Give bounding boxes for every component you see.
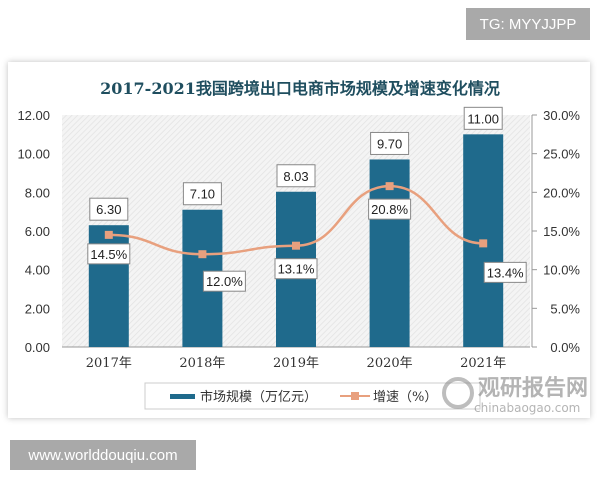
legend: 市场规模（万亿元） 增速（%） [144,382,481,410]
line-label-box [483,261,527,283]
left-tick-label: 10.00 [17,147,50,162]
bar-label-box [89,197,129,221]
bar-label-box [370,131,410,155]
bar-label-box [182,182,222,206]
line-point [385,182,394,191]
left-tick-label: 0.00 [25,340,50,355]
bar [369,159,410,347]
legend-bar-label: 市场规模（万亿元） [200,389,317,405]
bar-data-label: 9.70 [377,136,402,151]
x-tick-label: 2020年 [367,356,413,371]
right-tick-label: 25.0% [543,147,580,162]
left-tick-label: 6.00 [25,224,50,239]
line-label-box [202,270,246,292]
line-label-box [368,198,412,220]
bar-data-label: 11.00 [467,111,499,126]
watermark-logo: 观研报告网 chinabaogao.com [442,376,588,415]
right-tick-label: 0.0% [550,340,580,355]
right-tick-label: 15.0% [543,224,580,239]
bar-label-box [463,106,503,130]
legend-line-label: 增速（%） [373,390,437,405]
left-tick-label: 2.00 [25,301,50,316]
line-data-label: 20.8% [371,202,408,217]
line-data-label: 13.4% [487,265,524,280]
x-tick-label: 2018年 [179,356,225,371]
legend-bar-swatch [170,394,195,399]
chart-title: 2017-2021我国跨境出口电商市场规模及增速变化情况 [100,79,500,98]
line-point [104,230,113,239]
bar-data-label: 6.30 [96,202,121,217]
bar-data-label: 7.10 [190,187,215,202]
line-point [479,239,488,248]
line-data-label: 14.5% [90,247,127,262]
right-tick-label: 5.0% [550,301,580,316]
bar-data-label: 8.03 [283,169,308,184]
line-data-label: 13.1% [278,262,315,277]
line-point [198,250,207,259]
line-label-box [87,243,131,265]
line-data-label: 12.0% [206,274,243,289]
right-tick-label: 10.0% [543,263,580,278]
svg-text:观研报告网: 观研报告网 [478,376,588,401]
x-tick-label: 2019年 [273,356,319,371]
left-tick-label: 4.00 [25,263,50,278]
right-tick-label: 30.0% [543,108,580,123]
bar-label-box [276,164,316,188]
growth-line [108,184,484,256]
tg-overlay-label: TG: MYYJJPP [466,8,590,40]
x-tick-label: 2017年 [86,356,132,371]
svg-text:chinabaogao.com: chinabaogao.com [474,401,580,415]
line-point [292,241,300,250]
x-tick-label: 2021年 [460,356,506,371]
left-tick-label: 12.00 [17,108,50,123]
left-tick-label: 8.00 [25,185,50,200]
site-overlay-label: www.worlddouqiu.com [10,440,196,470]
right-tick-label: 20.0% [543,185,580,200]
line-label-box [274,258,318,280]
